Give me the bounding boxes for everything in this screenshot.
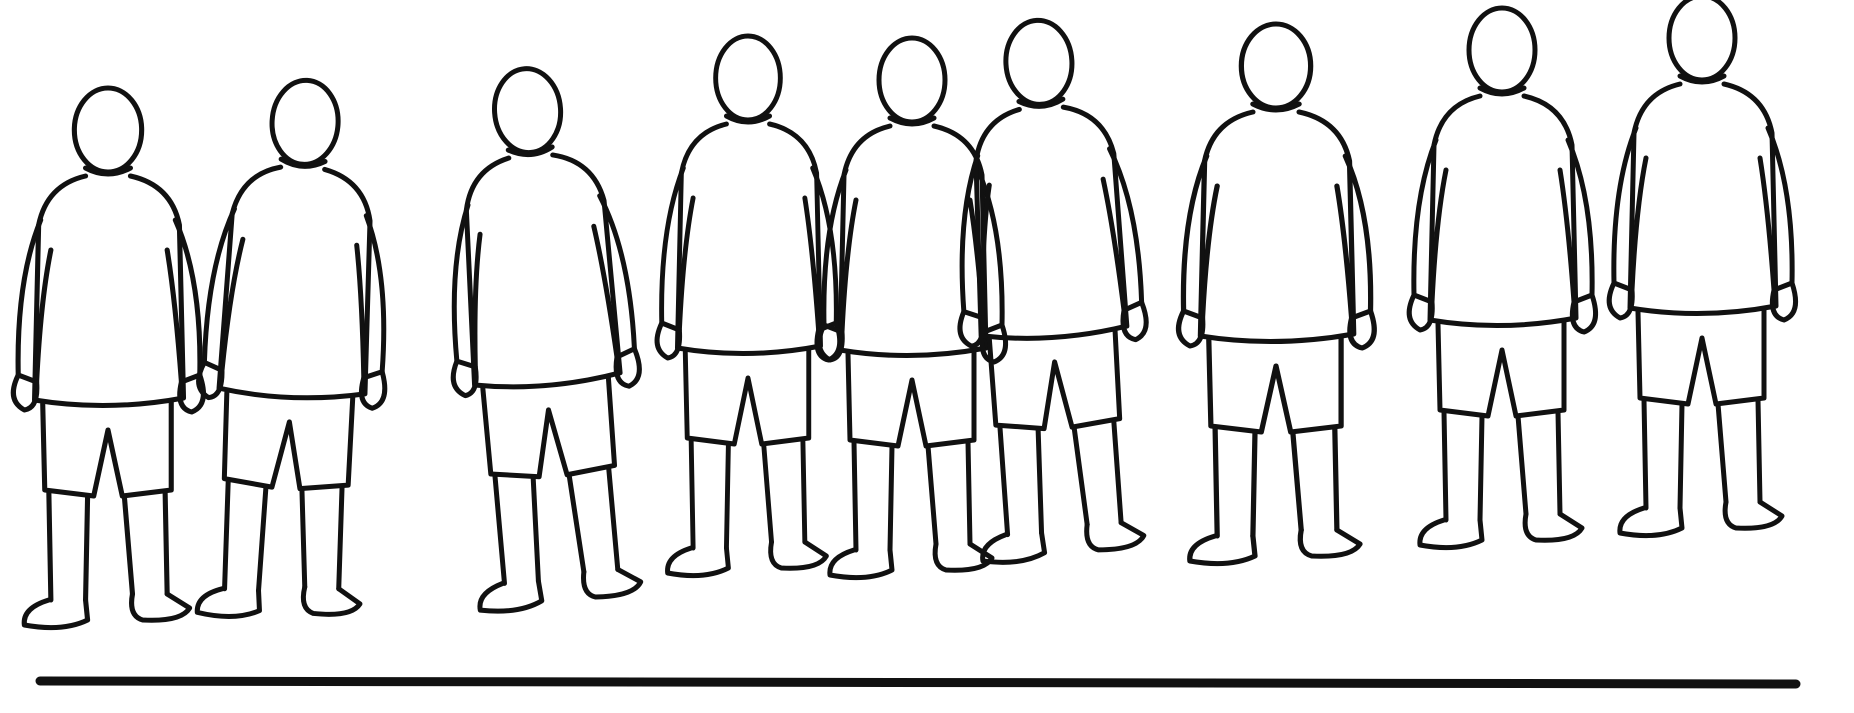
walker-figure-2 — [186, 76, 400, 625]
walker-figure-7 — [1179, 24, 1375, 564]
walker-figure-1 — [13, 88, 203, 628]
walker-figure-5 — [819, 38, 1005, 578]
walker-figure-8 — [1409, 8, 1595, 548]
walker-figure-9 — [1609, 0, 1795, 536]
walker-figure-4 — [657, 36, 840, 576]
walker-figure-6 — [944, 16, 1158, 565]
ground-line — [35, 676, 1801, 689]
walker-figure-3 — [432, 62, 656, 613]
